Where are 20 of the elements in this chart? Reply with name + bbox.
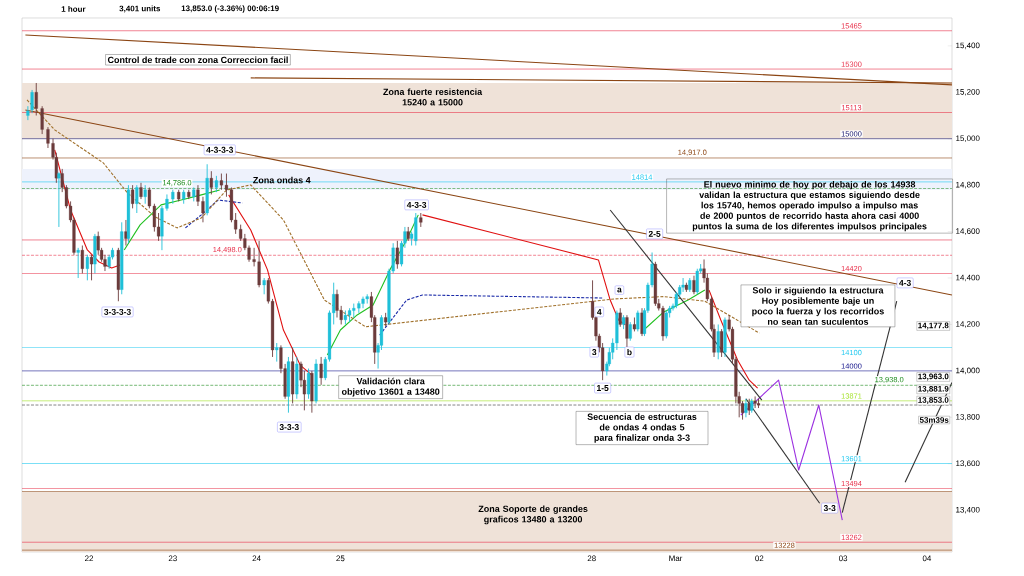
- annotation: 3-3: [823, 505, 836, 512]
- annotation: Validación clara objetivo 13601 a 13480: [341, 377, 440, 397]
- band-label: Zona Soporte de grandes graficos 13480 a 13200: [478, 505, 588, 525]
- annotation: 3-3-3-3: [104, 308, 131, 315]
- annotation: 1-5: [597, 385, 609, 392]
- annotation: Control de trade con zona Correccion facil: [107, 56, 288, 64]
- annotation: Secuencia de estructuras de ondas 4 ondas 5 para finalizar onda 3-3: [587, 413, 697, 443]
- annotation: 4: [597, 309, 602, 315]
- band-label: Zona fuerte resistencia 15240 a 15000: [383, 88, 483, 106]
- annotation: 3-3-3: [279, 424, 299, 431]
- annotation: 4-3-3: [406, 201, 427, 208]
- annotation: Solo ir siguiendo la estructura Hoy posiblemente baje un poco la fuerza y los recorridos no sean tan suculentos: [752, 286, 884, 325]
- annotation: 4-3-3-3: [206, 146, 234, 153]
- band-label: Zona ondas 4: [253, 176, 311, 184]
- annotation: a: [617, 287, 622, 293]
- annotation: El nuevo minimo de hoy por debajo de los 14938 validan la estructura que estamos siguiendo desde los 15740, hemos operado impulso a impulso mas de 2000 puntos de recorrido hasta ahora casi 4000 puntos la suma de los diferentes impulsos principales: [692, 180, 927, 232]
- annotation: 2-5: [648, 230, 661, 237]
- annotation: 3: [592, 349, 597, 356]
- annotation: 4-3: [899, 279, 911, 286]
- annotation: b: [627, 348, 632, 356]
